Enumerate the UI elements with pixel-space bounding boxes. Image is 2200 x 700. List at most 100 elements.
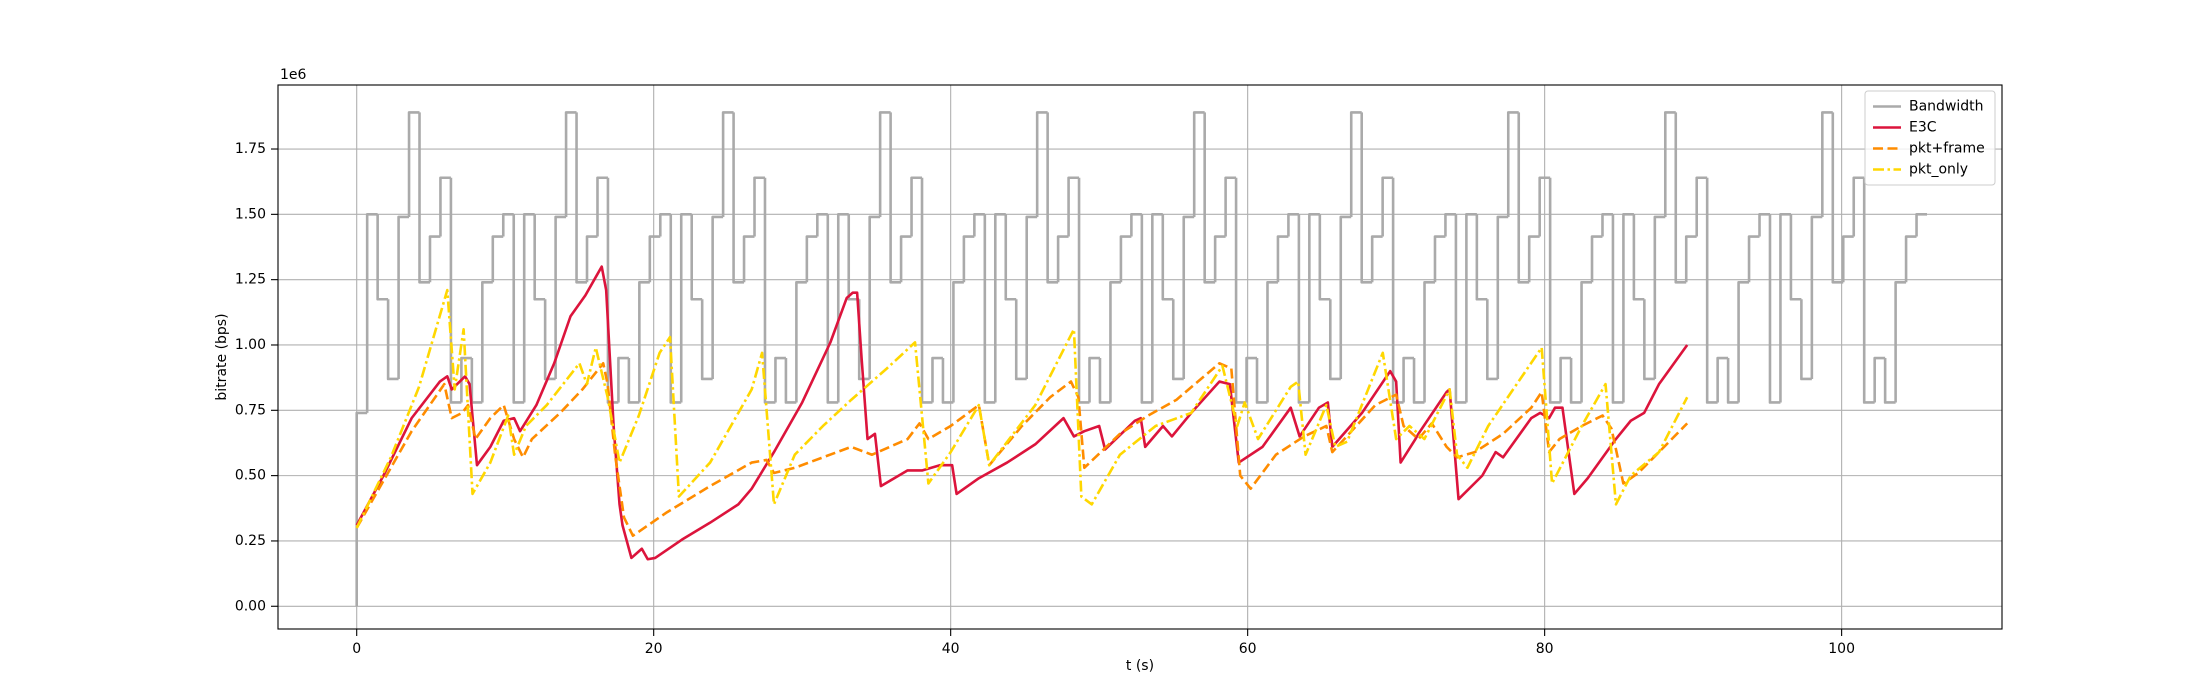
line-series: [355, 265, 1689, 561]
step-segment: [1035, 111, 1048, 217]
step-segment: [836, 213, 849, 403]
step-segment: [993, 213, 1006, 403]
step-segment: [1527, 235, 1540, 283]
x-tick-label: 60: [1239, 641, 1257, 657]
step-segment: [365, 213, 378, 413]
legend-label: E3C: [1909, 120, 1937, 136]
step-segment: [816, 213, 828, 237]
step-segment: [1663, 111, 1676, 217]
step-segment: [1674, 112, 1687, 284]
step-segment: [1841, 235, 1854, 283]
step-segment: [1559, 356, 1572, 403]
step-segment: [1726, 358, 1739, 404]
step-segment: [690, 214, 703, 301]
y-tick-label: 1.00: [235, 337, 266, 353]
step-segment: [878, 111, 891, 217]
x-tick-label: 20: [645, 641, 663, 657]
x-tick-label: 100: [1828, 641, 1855, 657]
step-segment: [1632, 214, 1645, 301]
step-segment: [501, 213, 514, 237]
step-segment: [1203, 112, 1216, 284]
step-segment: [1894, 280, 1907, 403]
step-segment: [491, 235, 504, 283]
axes: 0.00 0.25 0.50 0.75 1.00 1.25 1.50 1.75 0 20 40 60 8…: [235, 84, 2003, 657]
step-segment: [1601, 213, 1613, 237]
step-segment: [512, 214, 525, 404]
step-segment: [753, 176, 765, 237]
step-segment: [679, 213, 692, 403]
step-segment: [983, 214, 996, 404]
step-segment: [1622, 213, 1634, 403]
step-segment: [1768, 214, 1781, 404]
line-series: [355, 361, 1689, 538]
step-segment: [1737, 280, 1750, 403]
step-segment: [575, 112, 588, 284]
step-segment: [533, 214, 546, 301]
step-segment: [407, 111, 420, 217]
legend: Bandwidth E3C pkt+frame pkt_only: [1864, 90, 1996, 186]
step-segment: [1255, 358, 1268, 404]
step-segment: [397, 215, 410, 379]
step-segment: [1758, 213, 1770, 237]
step-segment: [1067, 176, 1080, 237]
step-segment: [1454, 214, 1467, 404]
step-segment: [805, 235, 818, 283]
step-segment: [1611, 214, 1624, 404]
axes-frame: [277, 84, 2003, 630]
step-segment: [711, 215, 724, 379]
step-segment: [376, 214, 389, 301]
step-segment: [1098, 358, 1111, 404]
step-segment: [1119, 235, 1132, 283]
step-segment: [1862, 177, 1875, 404]
step-segment: [1465, 213, 1477, 403]
step-segment: [1308, 213, 1320, 403]
step-segment: [1412, 358, 1425, 404]
step-segment: [1318, 214, 1331, 301]
step-segment: [1800, 299, 1812, 381]
step-segment: [1852, 176, 1865, 237]
step-segment: [931, 356, 943, 403]
step-segment: [1328, 299, 1341, 381]
step-segment: [1245, 356, 1258, 403]
step-segment: [1548, 177, 1561, 404]
step-segment: [1433, 235, 1446, 283]
step-segment: [1831, 112, 1844, 284]
step-segment: [700, 299, 713, 381]
step-segment: [952, 280, 964, 403]
step-segment: [1339, 215, 1352, 379]
step-segment: [1056, 235, 1069, 283]
step-segment: [1873, 356, 1886, 403]
step-segment: [1779, 213, 1791, 403]
step-segment: [418, 112, 430, 284]
step-segment: [1109, 280, 1121, 403]
step-segment: [1695, 176, 1708, 237]
step-segment: [1234, 177, 1247, 404]
step-segment: [847, 214, 860, 301]
step-segment: [1883, 358, 1896, 404]
step-segment: [606, 177, 619, 404]
y-tick-label: 0.50: [235, 468, 266, 484]
step-segment: [1747, 235, 1760, 283]
y-tick-label: 1.75: [235, 141, 266, 157]
x-tick-label: 40: [942, 641, 960, 657]
x-axis-label: t (s): [1126, 658, 1154, 674]
step-segment: [1821, 111, 1833, 217]
step-segment: [627, 358, 640, 404]
step-segment: [1182, 215, 1195, 379]
step-segment: [1810, 215, 1823, 379]
step-segment: [826, 214, 839, 404]
legend-label: pkt_only: [1909, 162, 1968, 178]
step-segment: [1486, 299, 1498, 381]
step-segment: [1077, 177, 1090, 404]
step-segment: [386, 299, 399, 381]
step-segment: [1224, 176, 1237, 237]
step-segment: [1360, 112, 1373, 284]
step-segment: [1423, 280, 1435, 403]
x-tick-label: 0: [352, 641, 361, 657]
step-segment: [941, 358, 954, 404]
step-segment: [889, 112, 902, 284]
step-segment: [784, 358, 797, 404]
step-segment: [1538, 176, 1551, 237]
step-segment: [1004, 214, 1017, 301]
step-segment: [1475, 214, 1488, 301]
